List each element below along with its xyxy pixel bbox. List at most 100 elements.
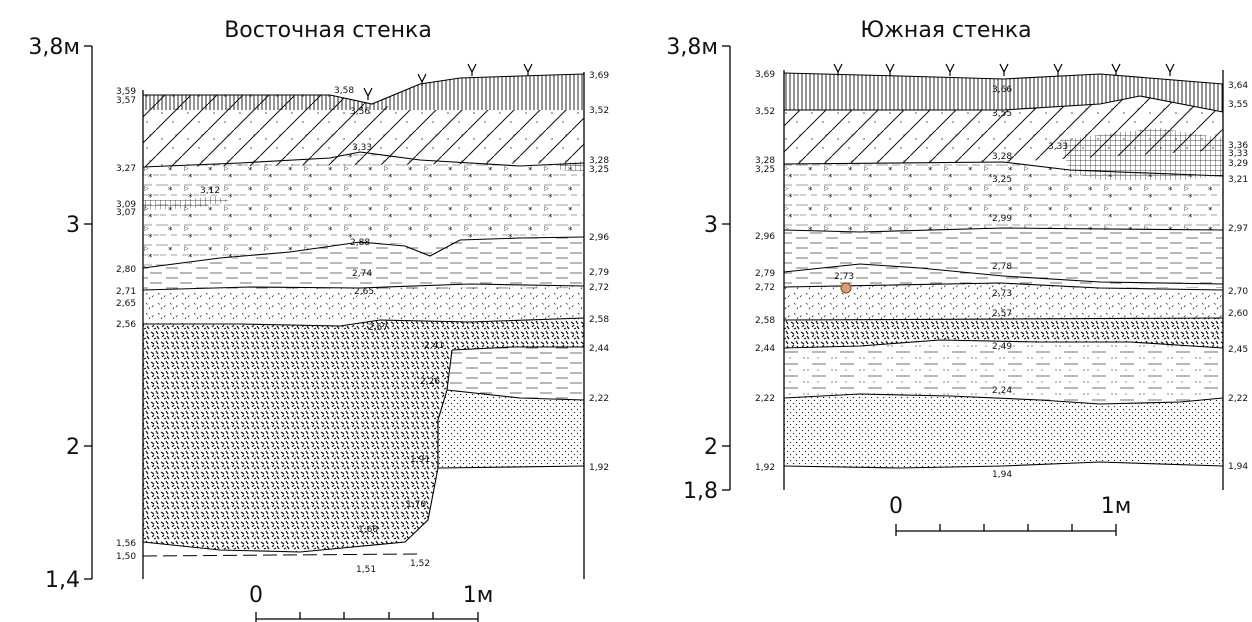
east-left-marks: 3,59 3,57 3,27 3,09 3,07 2,80 2,71 2,65 … [116,87,136,562]
elevation-mark-label: 3,66 [992,85,1012,95]
elevation-mark-label: 2,22 [589,394,609,404]
elevation-mark-label: 1,94 [992,470,1012,480]
south-lens-grid [1060,128,1223,180]
south-layer-dashed [784,228,1223,288]
south-layer-sand [784,394,1223,468]
south-grass-icons [833,63,1175,76]
elevation-mark-label: 1,56 [116,539,136,549]
elevation-mark-label: 2,70 [1228,287,1248,297]
elevation-mark-label: 1,60 [358,525,378,535]
east-layer-hatched [143,95,584,167]
elevation-mark-label: 3,21 [1228,175,1248,185]
elevation-mark-label: 2,44 [589,344,609,354]
elevation-mark-label: 3,58 [334,86,354,96]
elevation-mark-label: 3,64 [1228,81,1248,91]
elevation-mark-label: 3,57 [116,96,136,106]
elevation-mark-label: 1,51 [356,565,376,575]
elevation-mark-label: 2,80 [116,265,136,275]
elevation-mark-label: 3,07 [116,208,136,218]
elevation-mark-label: 3,25 [755,165,775,175]
grass-icon [885,63,895,76]
elevation-mark-label: 3,27 [116,164,136,174]
east-base-dashed-line [142,553,421,557]
elevation-mark-label: 3,25 [589,165,609,175]
elevation-mark-label: 3,55 [992,109,1012,119]
elevation-mark-label: 2,79 [755,269,775,279]
east-ruler-label-1m: 1м [463,583,494,608]
elevation-mark-label: 2,49 [992,342,1012,352]
grass-icon [523,63,533,76]
elevation-mark-label: 2,79 [589,268,609,278]
south-ruler-label-1m: 1м [1101,494,1132,519]
grass-icon [363,87,373,100]
south-scale-label-bottom: 1,8 [683,479,718,504]
south-layer-comma [784,283,1223,320]
elevation-mark-label: 3,29 [1228,159,1248,169]
elevation-mark-label: 3,52 [755,107,775,117]
east-layer-sand [438,390,584,468]
elevation-mark-label: 2,96 [755,232,775,242]
south-layer-gravel [784,318,1223,348]
east-layer-dashed [143,237,584,290]
grass-icon [999,63,1009,76]
elevation-mark-label: 3,28 [755,156,775,166]
elevation-mark-label: 1,70 [406,500,426,510]
south-ruler-label-0: 0 [889,494,903,519]
elevation-mark-label: 3,55 [1228,100,1248,110]
grass-icon [1111,63,1121,76]
elevation-mark-label: 1,91 [410,455,430,465]
elevation-mark-label: 2,57 [992,309,1012,319]
elevation-mark-label: 1,50 [116,552,136,562]
elevation-mark-label: 2,24 [992,386,1012,396]
elevation-mark-label: 2,72 [589,283,609,293]
elevation-mark-label: 2,41 [424,341,444,351]
south-depth-scale: 3,8м 3 2 1,8 [666,35,731,504]
elevation-mark-label: 2,72 [755,283,775,293]
south-scale-label-top: 3,8м [666,35,718,60]
elevation-mark-label: 3,59 [116,87,136,97]
elevation-mark-label: 3,09 [116,200,136,210]
elevation-mark-label: 2,78 [992,262,1012,272]
elevation-mark-label: 3,28 [589,156,609,166]
elevation-mark-label: 2,73 [992,289,1012,299]
east-layer-gravel [143,318,584,552]
south-layer-sod [784,73,1223,112]
elevation-mark-label: 2,58 [589,315,609,325]
east-wall-profile: Восточная стенка 3,8м 3 2 1,4 [28,18,609,622]
elevation-mark-label: 2,88 [350,238,370,248]
elevation-mark-label: 3,33 [1228,149,1248,159]
east-wall-title: Восточная стенка [224,18,432,43]
elevation-mark-label: 3,25 [992,175,1012,185]
south-scale-ruler: 0 1м [889,494,1131,536]
east-lens-grid [143,196,230,210]
elevation-mark-label: 2,96 [589,233,609,243]
south-wall-profile: Южная стенка 3,8м 3 2 1,8 [666,18,1248,536]
elevation-mark-label: 2,58 [755,316,775,326]
east-scale-label-2: 2 [66,435,80,460]
elevation-mark-label: 3,69 [755,70,775,80]
elevation-mark-label: 3,36 [1228,141,1248,151]
elevation-mark-label: 2,73 [834,272,854,282]
south-layer-star [784,162,1223,232]
south-wall-title: Южная стенка [860,18,1031,43]
south-inner-marks: 3,66 3,55 3,33 3,28 3,25 2,99 2,78 2,73 … [834,85,1068,480]
elevation-mark-label: 2,44 [755,344,775,354]
east-layer-comma [143,286,584,324]
east-ruler-label-0: 0 [249,583,263,608]
elevation-mark-label: 2,65 [116,299,136,309]
south-scale-label-2: 2 [704,435,718,460]
south-scale-label-3: 3 [704,213,718,238]
south-left-marks: 3,69 3,52 3,28 3,25 2,96 2,79 2,72 2,58 … [755,70,775,473]
elevation-mark-label: 2,71 [116,287,136,297]
elevation-mark-label: 3,69 [589,71,609,81]
grass-icon [833,63,843,76]
elevation-mark-label: 3,56 [350,107,370,117]
elevation-mark-label: 2,22 [755,394,775,404]
east-layer-lens-dashed [447,347,584,400]
south-layer-dashdot [784,340,1223,404]
grass-icon [417,73,427,86]
elevation-mark-label: 3,28 [992,152,1012,162]
east-scale-label-bottom: 1,4 [45,568,80,593]
elevation-mark-label: 3,52 [589,106,609,116]
grass-icon [1053,63,1063,76]
